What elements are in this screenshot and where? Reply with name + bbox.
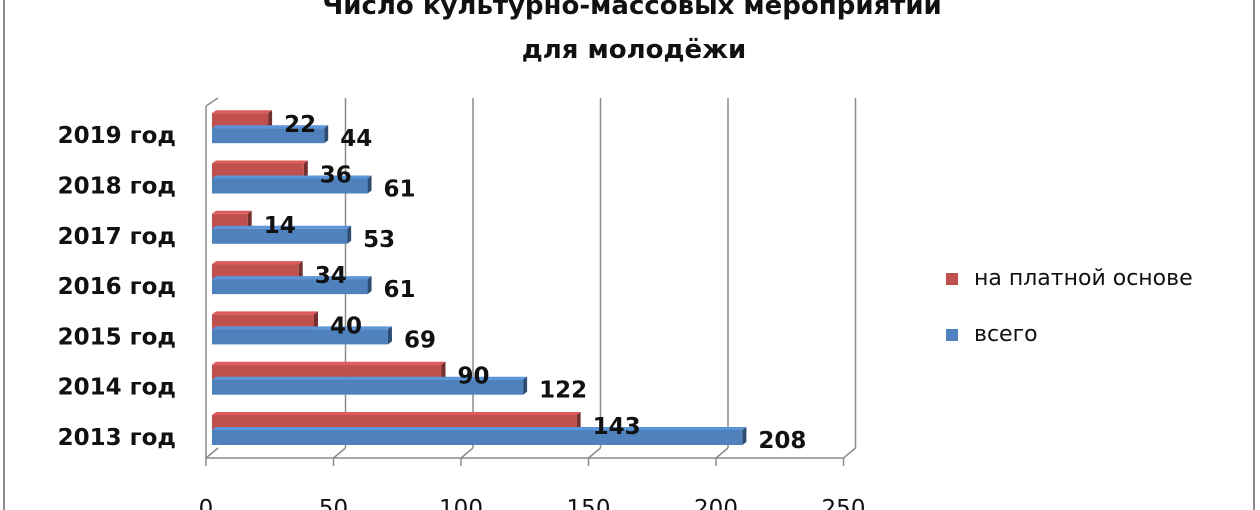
left-wall-top [205, 97, 219, 107]
bar-total-top [212, 225, 352, 229]
legend-swatch [946, 329, 958, 341]
bar-paid-top [212, 110, 273, 114]
bar-total-top [212, 326, 392, 330]
data-label-paid: 36 [320, 163, 352, 189]
floor-line [333, 447, 346, 459]
floor-line [205, 447, 219, 459]
bar-total-top [212, 276, 372, 280]
legend-label: на платной основе [974, 266, 1193, 291]
data-label-paid: 40 [330, 313, 362, 339]
bar-total-end [324, 125, 329, 144]
bar-total-end [367, 175, 372, 194]
x-tick-label: 50 [319, 496, 348, 510]
bar-total [212, 379, 524, 395]
bar-paid [212, 213, 248, 229]
data-label-total: 61 [384, 277, 416, 303]
bar-paid-end [247, 210, 252, 229]
bar-total [212, 279, 368, 295]
chart-title-line-1: Число культурно-массовых мероприятий [322, 0, 942, 21]
bars-group [212, 110, 747, 445]
x-tick-label: 250 [822, 496, 866, 510]
bar-total [212, 329, 388, 345]
chart-title-line-2: для молодёжи [522, 35, 747, 65]
bar-total-end [347, 225, 352, 244]
bar-paid [212, 113, 269, 129]
bar-paid-end [268, 110, 273, 129]
bar-paid-top [212, 160, 308, 164]
data-label-paid: 14 [264, 213, 296, 239]
bar-paid-top [212, 210, 252, 214]
bar-paid [212, 264, 299, 280]
bar-paid-top [212, 311, 318, 315]
bar-total [212, 228, 348, 244]
legend: на платной основе всего [946, 266, 1193, 347]
legend-label: всего [974, 322, 1038, 347]
data-label-total: 208 [758, 428, 806, 454]
data-label-total: 69 [404, 327, 436, 353]
floor-line [715, 447, 729, 459]
bar-total-end [367, 276, 372, 295]
bar-total-top [212, 125, 329, 129]
bar-paid-top [212, 412, 581, 415]
data-label-paid: 34 [315, 263, 347, 289]
bar-total-top [212, 376, 528, 380]
bar-paid-top [212, 361, 446, 365]
axis-group: 0 50 100 150 200 250 2013 год 2014 год 2015 год 2… [58, 123, 866, 510]
category-label: 2019 год [58, 123, 176, 149]
chart-border [3, 0, 1255, 510]
x-tick-label: 100 [439, 496, 483, 510]
bar-paid [212, 415, 577, 430]
data-label-total: 61 [384, 177, 416, 203]
x-tick-label: 150 [567, 496, 611, 510]
bar-paid-end [298, 261, 303, 280]
data-label-paid: 22 [284, 112, 316, 138]
bar-total-top [212, 427, 747, 430]
bar-paid [212, 314, 314, 330]
bar-total-end [387, 326, 392, 345]
floor-line [843, 447, 856, 459]
floor-line [588, 447, 601, 459]
bar-paid-end [303, 160, 308, 179]
bar-paid-end [576, 412, 581, 430]
bar-paid-end [441, 361, 446, 380]
data-label-total: 122 [539, 378, 587, 404]
category-label: 2014 год [58, 375, 176, 401]
x-tick-label: 200 [694, 496, 738, 510]
bar-paid [212, 364, 442, 380]
data-label-total: 53 [363, 227, 395, 253]
category-label: 2015 год [58, 324, 176, 350]
category-label: 2018 год [58, 174, 176, 200]
bar-total-end [742, 427, 747, 445]
data-label-paid: 143 [593, 414, 641, 440]
data-label-total: 44 [340, 126, 372, 152]
bar-total [212, 430, 743, 445]
data-label-paid: 90 [458, 364, 490, 390]
data-labels-group: 143 208 90 122 40 69 34 61 14 53 36 61 22 44 [264, 112, 807, 454]
category-label: 2013 год [58, 425, 176, 451]
bar-paid [212, 163, 304, 179]
bar-total-top [212, 175, 372, 179]
bar-total [212, 178, 368, 194]
x-tick-label: 0 [199, 496, 214, 510]
bar-paid-top [212, 261, 303, 265]
floor-line [460, 447, 474, 459]
category-label: 2017 год [58, 224, 176, 250]
bar-paid-end [314, 311, 318, 330]
bar-total-end [523, 376, 528, 395]
legend-swatch [946, 273, 958, 285]
category-label: 2016 год [58, 274, 176, 300]
bar-total [212, 128, 325, 144]
